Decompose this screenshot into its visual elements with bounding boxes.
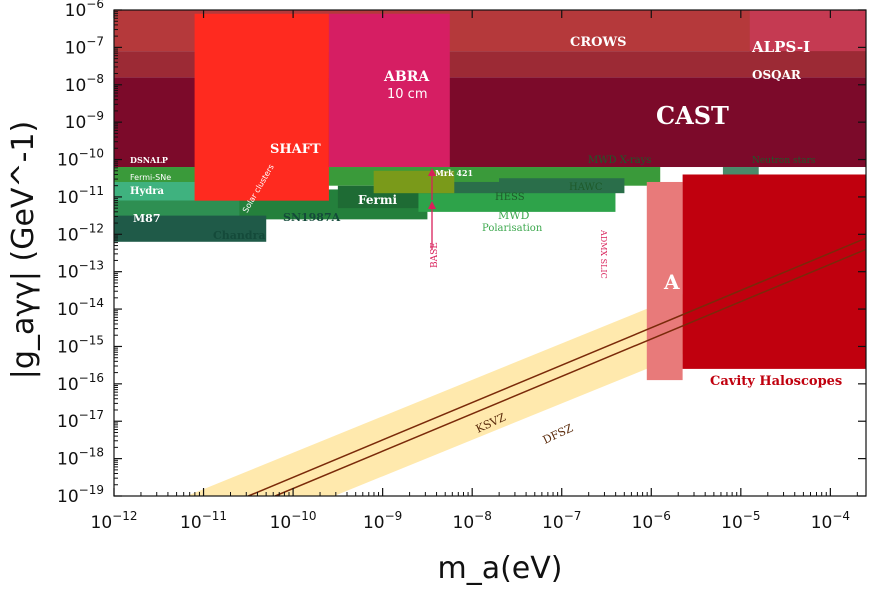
cavity-spike <box>834 178 838 197</box>
y-tick-label: 10−17 <box>57 408 104 432</box>
label-mrk421: Mrk 421 <box>435 168 473 178</box>
label-a: A <box>663 270 680 294</box>
cavity-spike <box>731 178 735 261</box>
y-tick-label: 10−16 <box>57 371 104 395</box>
plot-area <box>114 10 866 496</box>
line-dfsz <box>274 248 866 496</box>
label-admx-slic: ADMX SLIC <box>599 229 608 279</box>
region-hawc <box>499 178 625 194</box>
cavity-spike <box>740 178 744 246</box>
label-shaft: SHAFT <box>270 142 321 157</box>
label-fermi-sne: Fermi-SNe <box>130 173 171 182</box>
x-axis-label: m_a(eV) <box>438 551 563 586</box>
cavity-spike <box>685 178 689 366</box>
label-osqar: OSQAR <box>752 68 802 82</box>
y-tick-label: 10−8 <box>65 72 104 96</box>
plot-frame <box>113 9 867 497</box>
label-base: BASE <box>430 242 440 268</box>
region-hess <box>418 181 509 194</box>
y-tick-label: 10−14 <box>57 296 104 320</box>
x-tick-label: 10−8 <box>453 509 492 533</box>
region-chandra <box>114 215 267 242</box>
y-tick-label: 10−19 <box>57 483 104 507</box>
label-mwd-pol: MWD <box>498 209 530 222</box>
region-shaft <box>194 13 329 201</box>
y-tick-label: 10−15 <box>57 333 104 357</box>
x-tick-label: 10−10 <box>270 509 317 533</box>
y-axis-ticks: 10−6 10−7 10−8 10−9 10−10 10−11 10−12 10−13 10−1… <box>57 0 866 507</box>
label-mwd-pol-sub: Polarisation <box>482 223 543 234</box>
label-dfsz: DFSZ <box>541 421 575 446</box>
label-cast: CAST <box>656 101 729 130</box>
x-tick-label: 10−12 <box>91 509 138 533</box>
cavity-spike <box>848 178 852 216</box>
y-axis-label: |g_aγγ| (GeV^-1) <box>6 121 41 379</box>
y-tick-label: 10−13 <box>57 259 104 283</box>
y-tick-label: 10−10 <box>57 147 104 171</box>
y-tick-label: 10−9 <box>65 109 104 133</box>
label-neutron-stars: Neutron stars <box>752 156 816 166</box>
qcd-axion-band <box>186 219 866 496</box>
line-ksvz <box>248 237 866 496</box>
label-mwd-xrays: MWD X-rays <box>588 155 651 166</box>
cavity-spike <box>713 178 717 287</box>
model-lines <box>248 237 866 496</box>
cavity-spike <box>821 178 825 205</box>
region-mrk-421 <box>373 170 455 194</box>
label-hawc: HAWC <box>569 182 603 193</box>
cavity-spike <box>696 178 700 339</box>
label-crows: CROWS <box>570 35 626 50</box>
cavity-spike <box>703 178 707 317</box>
exclusion-regions <box>114 10 866 381</box>
label-abra-size: 10 cm <box>387 87 428 102</box>
x-tick-label: 10−11 <box>180 509 227 533</box>
label-cavity: Cavity Haloscopes <box>710 374 842 389</box>
label-hess: HESS <box>495 192 525 203</box>
x-tick-label: 10−7 <box>542 509 581 533</box>
region-abra-10cm <box>328 13 450 168</box>
cavity-spike <box>749 178 753 235</box>
label-m87: M87 <box>133 212 160 225</box>
label-dsnalp: DSNALP <box>130 155 168 165</box>
label-sn1987a: SN1987A <box>283 211 341 224</box>
y-axis-label-text: |g_aγγ| (GeV^-1) <box>6 121 41 379</box>
label-fermi: Fermi <box>358 193 398 207</box>
base-arrow <box>428 168 436 250</box>
label-hydra: Hydra <box>130 186 165 197</box>
label-abra: ABRA <box>383 69 430 85</box>
cavity-spike <box>691 178 695 358</box>
label-alps: ALPS-I <box>751 38 810 56</box>
cavity-spike <box>785 178 789 257</box>
x-tick-label: 10−6 <box>632 509 671 533</box>
qcd-band-area <box>186 219 866 496</box>
cavity-spike <box>763 178 767 227</box>
region-a <box>646 181 683 381</box>
y-tick-label: 10−12 <box>57 221 104 245</box>
cavity-spike <box>724 178 728 272</box>
label-chandra: Chandra <box>213 229 266 242</box>
y-tick-label: 10−11 <box>57 184 104 208</box>
x-axis-ticks: 10−12 10−11 10−10 10−9 10−8 10−7 10−6 10−5 10−4 <box>91 10 858 533</box>
region-cavity-haloscopes <box>682 174 866 369</box>
x-tick-label: 10−9 <box>363 509 402 533</box>
y-tick-label: 10−6 <box>65 0 104 21</box>
region-alps-i <box>749 10 866 55</box>
y-tick-label: 10−18 <box>57 446 104 470</box>
x-tick-label: 10−4 <box>811 509 850 533</box>
cavity-spike <box>803 178 807 216</box>
x-tick-label: 10−5 <box>721 509 760 533</box>
y-tick-label: 10−7 <box>65 34 104 58</box>
